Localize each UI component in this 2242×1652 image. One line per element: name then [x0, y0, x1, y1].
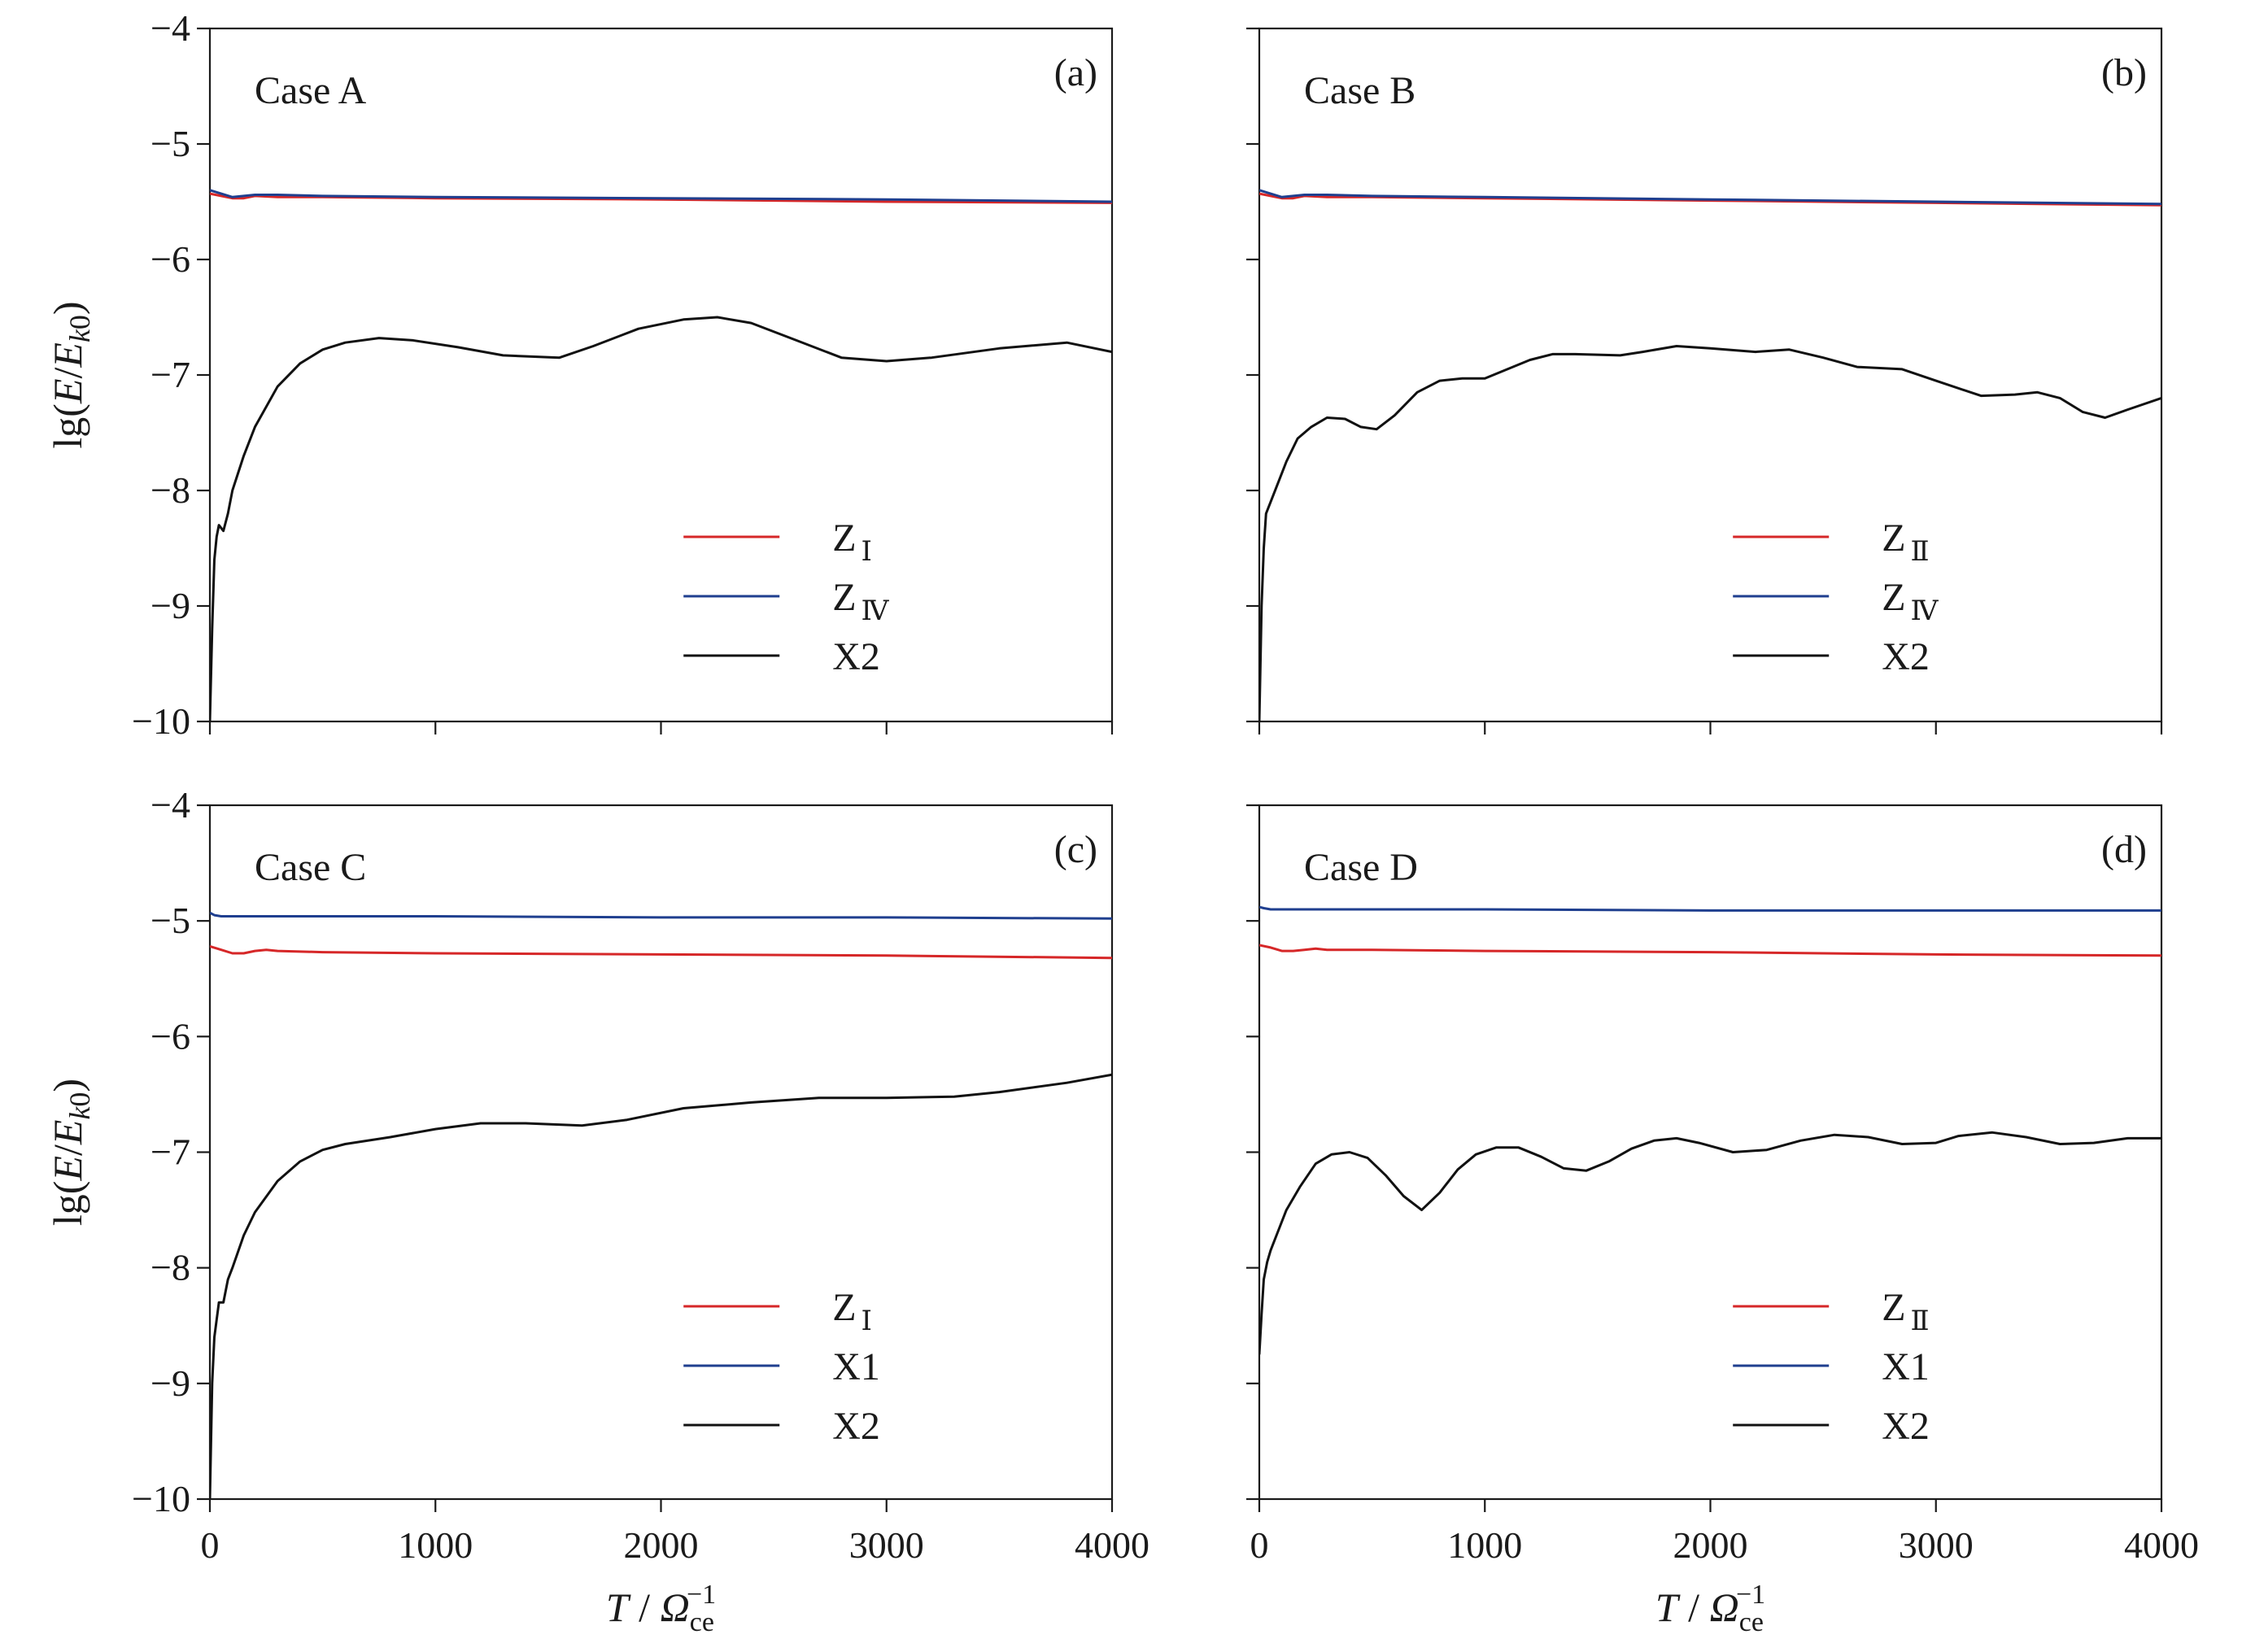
panel-tag: (c): [1054, 828, 1097, 871]
y-tick-label: −4: [150, 784, 190, 826]
plot-frame: [208, 27, 1114, 723]
chart-panel-3: 0 1000 2000 3000 4000 Case D (d) Z Ⅱ X1 X2 T / Ωce−…: [1246, 804, 2199, 1637]
y-tick-label: −4: [150, 7, 190, 49]
case-label: Case C: [255, 846, 366, 889]
case-label: Case A: [255, 69, 367, 112]
case-label: Case D: [1304, 846, 1418, 889]
panel-tag: (a): [1054, 51, 1097, 94]
x-tick-label: 4000: [2124, 1524, 2199, 1566]
y-tick-label: −9: [150, 585, 190, 626]
series-line-Z-0: [210, 192, 1112, 204]
y-tick-label: −10: [132, 1478, 190, 1519]
legend-label: X1: [1882, 1345, 1930, 1388]
plot-frame: [1258, 27, 2163, 723]
y-tick-label: −7: [150, 1131, 190, 1173]
series-line-X1-1: [210, 911, 1112, 920]
legend-label: X1: [832, 1345, 880, 1388]
chart-panel-2: −4 −5 −6 −7 −8 −9 −10 0 1000 2000 3000 4000 Case C (c…: [45, 784, 1149, 1637]
legend-label: X2: [1882, 635, 1930, 678]
x-tick-label: 4000: [1075, 1524, 1149, 1566]
x-tick-label: 3000: [849, 1524, 924, 1566]
y-tick-label: −7: [150, 354, 190, 395]
series-line-Z-0: [1259, 944, 2161, 957]
case-label: Case B: [1304, 69, 1415, 112]
panel-tag: (b): [2101, 51, 2147, 94]
y-tick-label: −5: [150, 123, 190, 164]
y-tick-label: −9: [150, 1362, 190, 1404]
chart-panel-1: Case B (b) Z Ⅱ Z Ⅳ X2: [1246, 27, 2163, 734]
legend-label: X2: [1882, 1405, 1930, 1448]
plot-frame: [208, 804, 1114, 1501]
legend-label: X2: [832, 1405, 880, 1448]
x-axis-label: T / Ωce−1: [1655, 1580, 1765, 1637]
panel-tag: (d): [2101, 828, 2147, 871]
series-line-X2-2: [1259, 1131, 2161, 1355]
y-tick-label: −8: [150, 469, 190, 511]
y-tick-label: −10: [132, 700, 190, 742]
chart-panel-0: −4 −5 −6 −7 −8 −9 −10 Case A (a) Z Ⅰ Z Ⅳ X2 lg(E/Ek0): [45, 7, 1114, 742]
x-tick-label: 2000: [1673, 1524, 1748, 1566]
series-line-X2-2: [1259, 345, 2161, 721]
x-tick-label: 3000: [1899, 1524, 1974, 1566]
x-tick-label: 0: [1250, 1524, 1269, 1566]
x-tick-label: 0: [201, 1524, 220, 1566]
x-tick-label: 1000: [398, 1524, 473, 1566]
series-line-Z-0: [210, 944, 1112, 960]
y-axis-label: lg(E/Ek0): [45, 301, 96, 448]
series-line-X2-2: [210, 316, 1112, 721]
series-line-Z-1: [210, 189, 1112, 203]
series-line-X1-1: [1259, 905, 2161, 912]
y-tick-label: −8: [150, 1247, 190, 1288]
x-axis-label: T / Ωce−1: [606, 1580, 716, 1637]
y-tick-label: −5: [150, 900, 190, 941]
y-axis-label: lg(E/Ek0): [45, 1079, 96, 1226]
y-tick-label: −6: [150, 238, 190, 280]
x-tick-label: 1000: [1447, 1524, 1522, 1566]
x-tick-label: 2000: [624, 1524, 699, 1566]
series-line-X2-2: [210, 1073, 1112, 1499]
legend-label: X2: [832, 635, 880, 678]
series-line-Z-1: [1259, 189, 2161, 206]
y-tick-label: −6: [150, 1015, 190, 1057]
